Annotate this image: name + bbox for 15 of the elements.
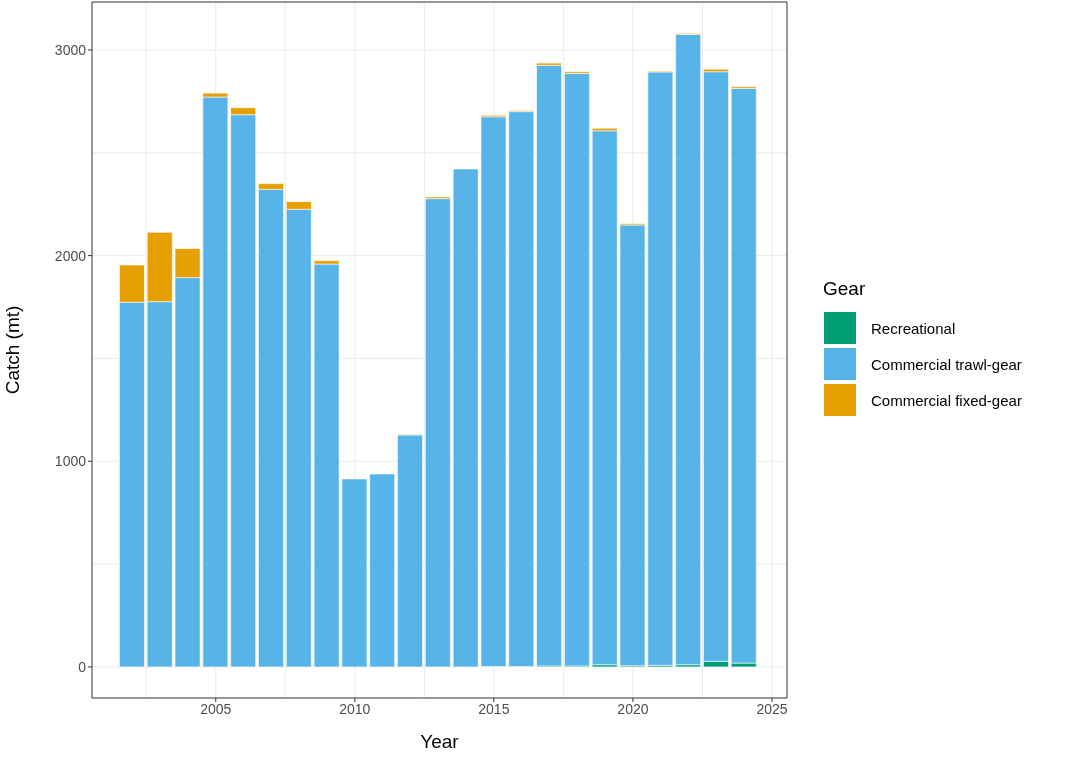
legend-label: Commercial fixed-gear — [871, 391, 1022, 409]
y-tick-label: 3000 — [54, 41, 87, 58]
x-tick-label: 2005 — [200, 700, 232, 717]
y-axis-title: Catch (mt) — [1, 305, 23, 395]
legend-label: Recreational — [871, 319, 956, 337]
x-tick-label: 2020 — [617, 700, 649, 717]
y-tick-label: 0 — [78, 658, 87, 675]
legend-label: Commercial trawl-gear — [871, 355, 1022, 373]
legend-title: Gear — [823, 278, 867, 300]
x-axis-title: Year — [420, 731, 460, 752]
y-tick-label: 2000 — [54, 247, 87, 264]
x-tick-label: 2015 — [478, 700, 510, 717]
x-tick-label: 2025 — [756, 700, 788, 717]
y-tick-label: 1000 — [54, 453, 87, 470]
x-tick-label: 2010 — [339, 700, 371, 717]
